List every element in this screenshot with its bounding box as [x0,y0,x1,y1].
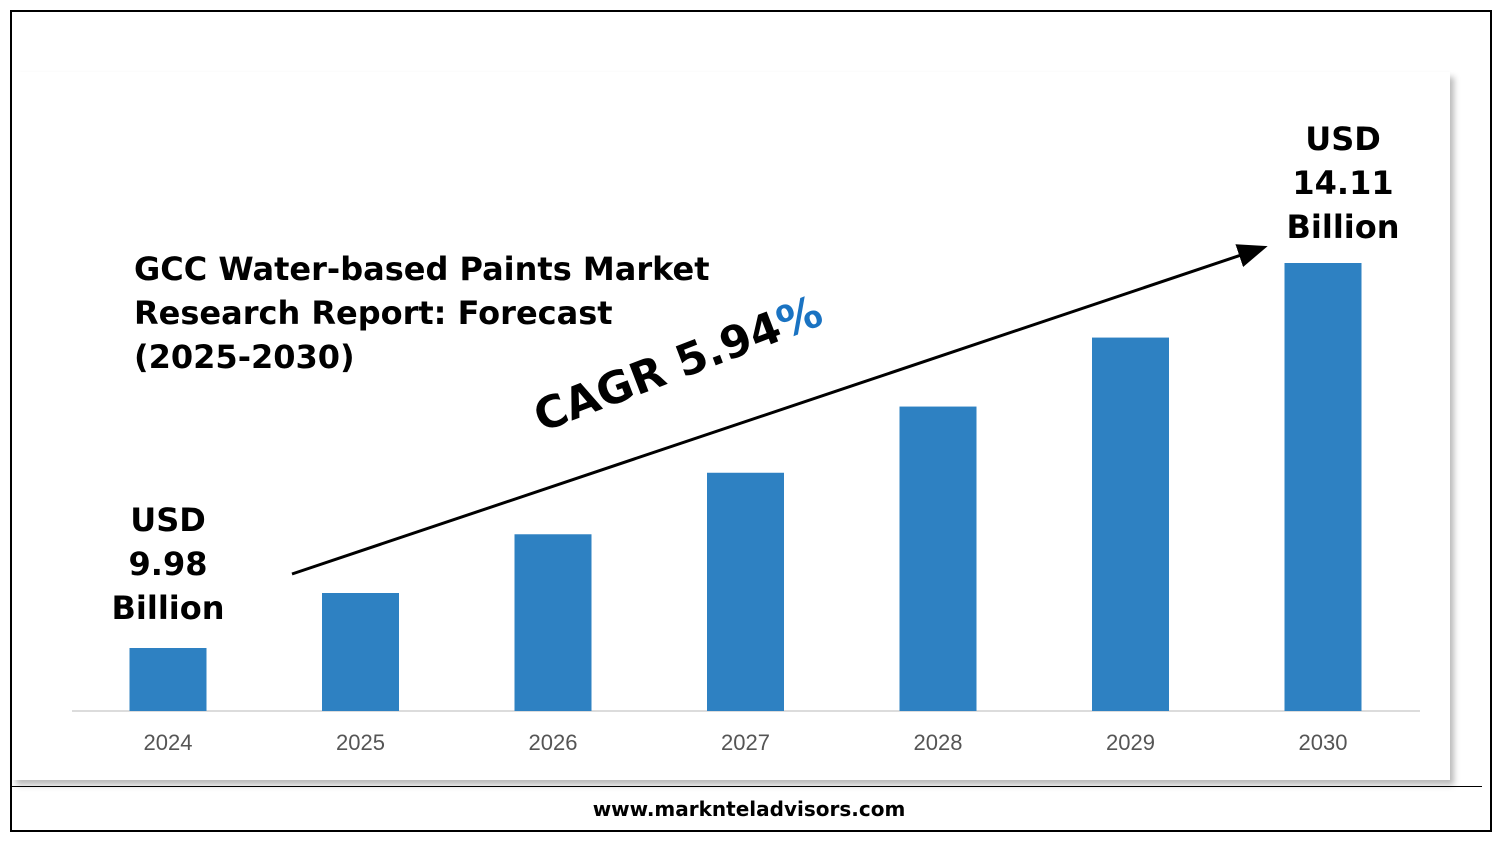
start-value-callout: USD 9.98 Billion [98,498,238,630]
x-tick-label-2025: 2025 [336,730,385,755]
trend-arrow [291,244,1268,576]
x-tick-label-2028: 2028 [914,730,963,755]
x-tick-label-2029: 2029 [1106,730,1155,755]
x-tick-label-2026: 2026 [529,730,578,755]
bar-2024 [129,648,207,711]
bar-2030 [1284,263,1362,711]
end-callout-value: 14.11 [1292,164,1394,202]
x-tick-label-2027: 2027 [721,730,770,755]
footer-divider [12,786,1482,787]
start-callout-unit: Billion [111,589,225,627]
bar-2028 [899,406,977,711]
x-tick-label-2024: 2024 [144,730,193,755]
bar-2026 [514,534,592,711]
website-url[interactable]: www.marknteladvisors.com [592,797,906,821]
bar-2027 [707,472,784,711]
start-callout-currency: USD [130,501,206,539]
x-tick-label-2030: 2030 [1299,730,1348,755]
start-callout-value: 9.98 [128,545,208,583]
end-value-callout: USD 14.11 Billion [1268,117,1418,249]
chart-title: GCC Water-based Paints Market Research R… [134,250,710,376]
end-callout-currency: USD [1305,120,1381,158]
bar-2025 [322,593,399,711]
bar-2029 [1092,337,1169,711]
end-callout-unit: Billion [1286,208,1400,246]
